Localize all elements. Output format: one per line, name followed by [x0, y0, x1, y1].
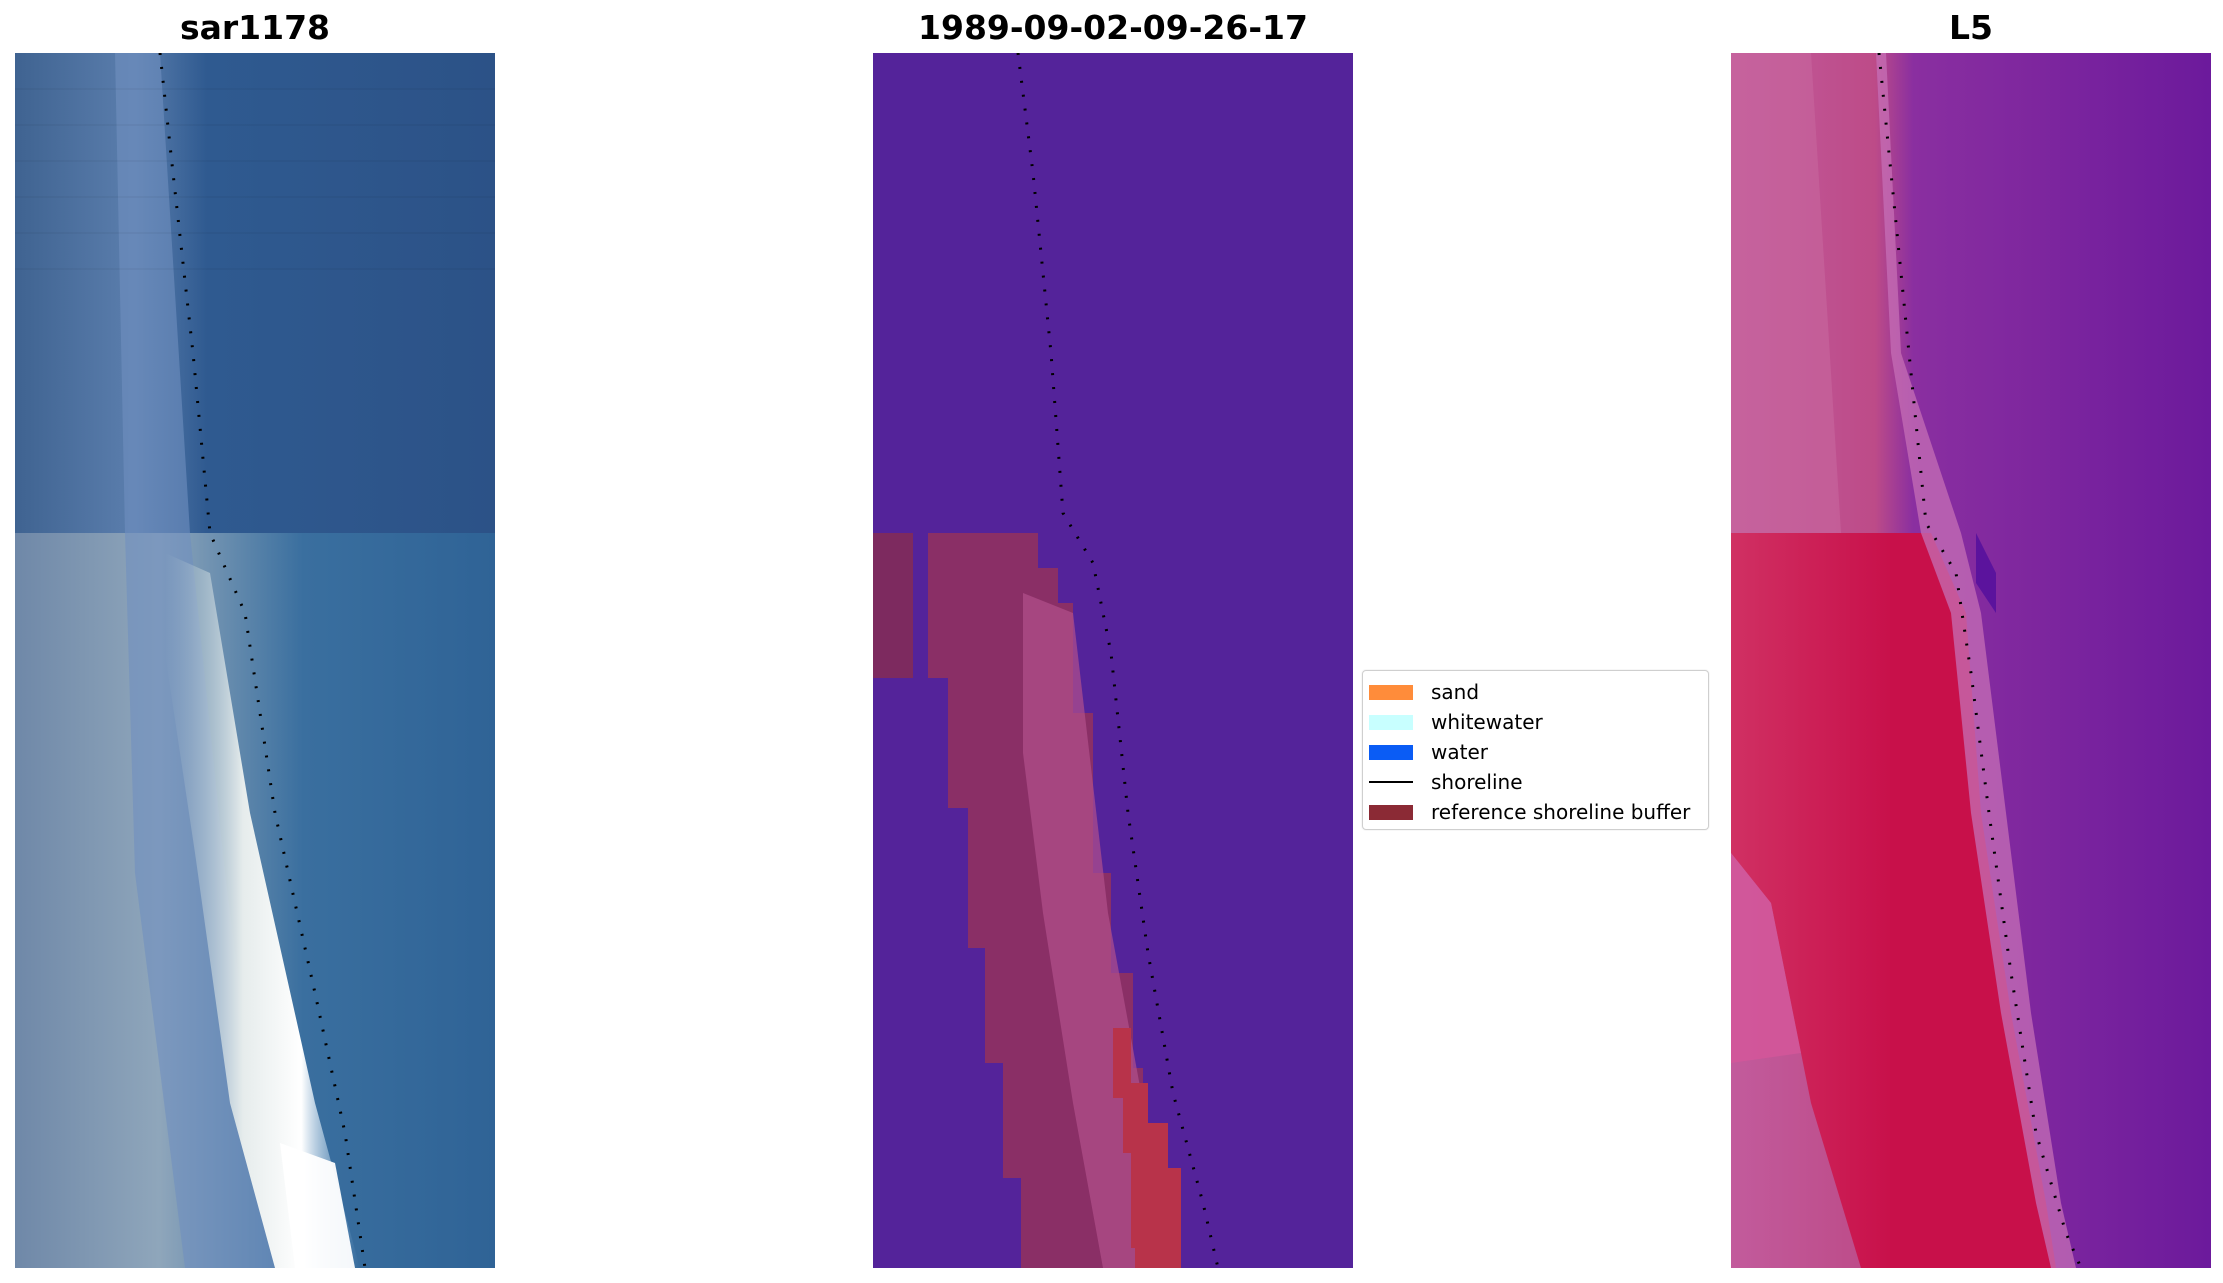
panel-title-classification: 1989-09-02-09-26-17: [918, 8, 1308, 47]
land-index-region: [1731, 533, 2056, 1268]
legend: sand whitewater water shoreline referenc…: [1362, 670, 1709, 830]
legend-label-whitewater: whitewater: [1431, 710, 1543, 734]
rgb-image-panel: [15, 53, 495, 1268]
legend-swatch-reference-buffer: [1369, 804, 1413, 820]
classification-panel: [873, 53, 1353, 1268]
panel-title-rgb: sar1178: [179, 8, 331, 47]
legend-label-water: water: [1431, 740, 1488, 764]
legend-item-sand: sand: [1369, 677, 1479, 707]
legend-item-water: water: [1369, 737, 1488, 767]
legend-item-whitewater: whitewater: [1369, 707, 1543, 737]
legend-label-sand: sand: [1431, 680, 1480, 704]
legend-swatch-water: [1369, 744, 1413, 760]
legend-item-reference-buffer: reference shoreline buffer: [1369, 797, 1690, 827]
legend-swatch-whitewater: [1369, 714, 1413, 730]
panel-title-index: L5: [1949, 8, 1993, 47]
classification-image: [873, 53, 1353, 1268]
shoreline-dots-index: [1877, 53, 2083, 1268]
legend-item-shoreline: shoreline: [1369, 767, 1523, 797]
legend-label-shoreline: shoreline: [1431, 770, 1523, 794]
rgb-image: [15, 53, 495, 1268]
sand-class-region: [1113, 1028, 1181, 1268]
legend-label-reference-buffer: reference shoreline buffer: [1431, 800, 1691, 824]
legend-swatch-sand: [1369, 684, 1413, 700]
legend-line-shoreline: [1369, 781, 1413, 783]
index-image-panel: [1731, 53, 2211, 1268]
index-image: [1731, 53, 2211, 1268]
